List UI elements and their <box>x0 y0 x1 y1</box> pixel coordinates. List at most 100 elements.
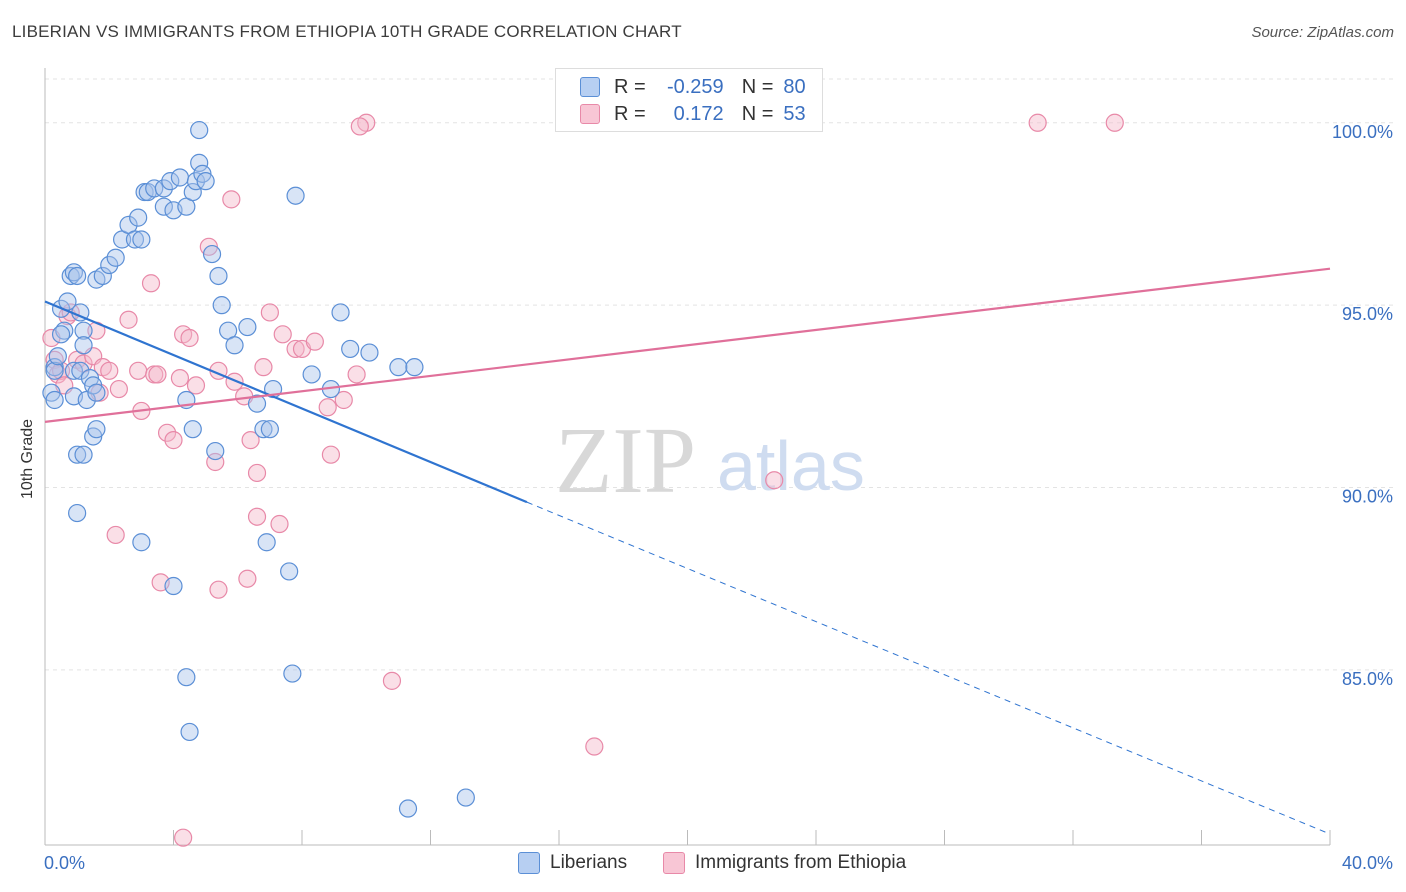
ethiopia-point <box>222 190 241 209</box>
ethiopia-point <box>109 379 128 399</box>
series-legend: Liberians Immigrants from Ethiopia <box>0 852 1406 878</box>
ethiopia-point <box>241 431 260 450</box>
liberian-point <box>74 321 93 340</box>
ethiopia-point <box>286 339 305 359</box>
ethiopia-point <box>260 303 279 322</box>
liberian-point <box>238 317 257 337</box>
liberian-point <box>254 420 273 439</box>
liberian-point <box>283 664 302 683</box>
ethiopia-points <box>42 113 1124 847</box>
ethiopia-point <box>141 274 161 293</box>
ethiopia-point <box>100 361 119 380</box>
liberian-point <box>129 208 148 227</box>
ethiopia-trend-line <box>44 267 1331 423</box>
legend-r-label: R = <box>614 75 646 98</box>
y-tick-label: 90.0% <box>1342 487 1393 507</box>
liberian-point <box>209 266 228 286</box>
legend-n-value: 80 <box>783 75 806 98</box>
y-tick-label: 100.0% <box>1332 122 1393 142</box>
x-tick-label: 40.0% <box>1342 853 1393 873</box>
ethiopia-point <box>382 671 402 690</box>
liberian-point <box>183 420 202 439</box>
liberian-point <box>183 182 202 202</box>
liberian-point <box>164 576 183 596</box>
liberian-point <box>280 562 299 581</box>
liberian-points <box>42 120 475 818</box>
ethiopia-point <box>106 525 125 545</box>
source-credit: Source: ZipAtlas.com <box>1251 24 1394 41</box>
liberian-point <box>68 503 87 523</box>
liberian-point <box>68 266 87 286</box>
ethiopia-point <box>129 361 148 380</box>
liberian-point <box>190 153 209 172</box>
ethiopia-point <box>1028 113 1047 132</box>
liberian-point <box>87 383 106 402</box>
legend-item-liberians[interactable]: Liberians <box>518 852 627 874</box>
liberian-point <box>93 266 112 286</box>
liberian-point <box>154 197 173 216</box>
legend-label-ethiopia: Immigrants from Ethiopia <box>695 852 907 873</box>
liberian-point <box>341 339 360 359</box>
watermark: ZIP atlas <box>555 409 865 513</box>
liberian-point <box>154 179 173 198</box>
liberian-point <box>186 172 206 191</box>
liberian-point <box>145 179 164 198</box>
liberian-point <box>161 172 180 191</box>
ethiopia-point <box>254 358 273 377</box>
legend-item-ethiopia[interactable]: Immigrants from Ethiopia <box>663 852 906 874</box>
liberian-point <box>87 420 106 439</box>
ethiopia-point <box>350 117 369 136</box>
legend-r-value: -0.259 <box>666 75 724 98</box>
legend-label-liberians: Liberians <box>550 852 628 873</box>
ethiopia-point <box>305 332 324 351</box>
liberian-point <box>286 186 305 205</box>
axes <box>44 68 1331 846</box>
watermark-zip: ZIP <box>555 409 696 513</box>
legend-swatch-ethiopia <box>663 852 685 874</box>
liberian-point <box>257 533 276 552</box>
liberian-trend-line <box>44 300 528 504</box>
liberian-point <box>51 325 71 344</box>
ethiopia-point <box>119 310 138 329</box>
liberian-point <box>177 668 196 687</box>
legend-swatch-liberians <box>518 852 540 874</box>
ethiopia-point <box>247 463 267 483</box>
ethiopia-point <box>318 398 337 417</box>
ethiopia-point <box>247 507 267 526</box>
correlation-legend: R = -0.259 N = 80 R = 0.172 N = 53 <box>555 68 823 132</box>
ethiopia-point <box>1105 113 1124 132</box>
ethiopia-point <box>347 365 366 384</box>
legend-swatch-pink <box>580 104 600 124</box>
liberian-point <box>260 420 279 439</box>
liberian-point <box>45 390 64 410</box>
ethiopia-point <box>238 569 257 588</box>
liberian-point <box>125 230 145 249</box>
tick-labels: 85.0% 90.0% 95.0% 100.0% 0.0% 40.0% <box>44 122 1393 873</box>
x-tick-label: 0.0% <box>44 853 85 873</box>
liberian-point <box>74 336 93 355</box>
ethiopia-point <box>174 828 193 847</box>
watermark-atlas: atlas <box>717 427 865 505</box>
legend-row-liberians: R = -0.259 N = 80 <box>580 75 806 99</box>
ethiopia-point <box>334 390 353 410</box>
ethiopia-point <box>148 365 167 384</box>
liberian-point <box>132 230 151 249</box>
liberian-point <box>64 361 84 380</box>
liberian-point <box>68 445 87 464</box>
liberian-point <box>456 788 475 807</box>
liberian-trend-extension <box>526 501 1331 835</box>
liberian-point <box>74 445 93 464</box>
trend-lines <box>44 267 1331 835</box>
liberian-point <box>405 358 424 377</box>
liberian-point <box>45 361 64 380</box>
liberian-point <box>48 347 67 366</box>
ethiopia-point <box>186 376 206 395</box>
liberian-point <box>190 120 209 140</box>
liberian-point <box>132 533 151 552</box>
ethiopia-point <box>180 328 199 348</box>
ethiopia-point <box>270 514 289 534</box>
ethiopia-point <box>585 737 604 756</box>
legend-swatch-blue <box>580 77 600 97</box>
liberian-point <box>302 365 321 384</box>
ethiopia-point <box>765 471 784 490</box>
